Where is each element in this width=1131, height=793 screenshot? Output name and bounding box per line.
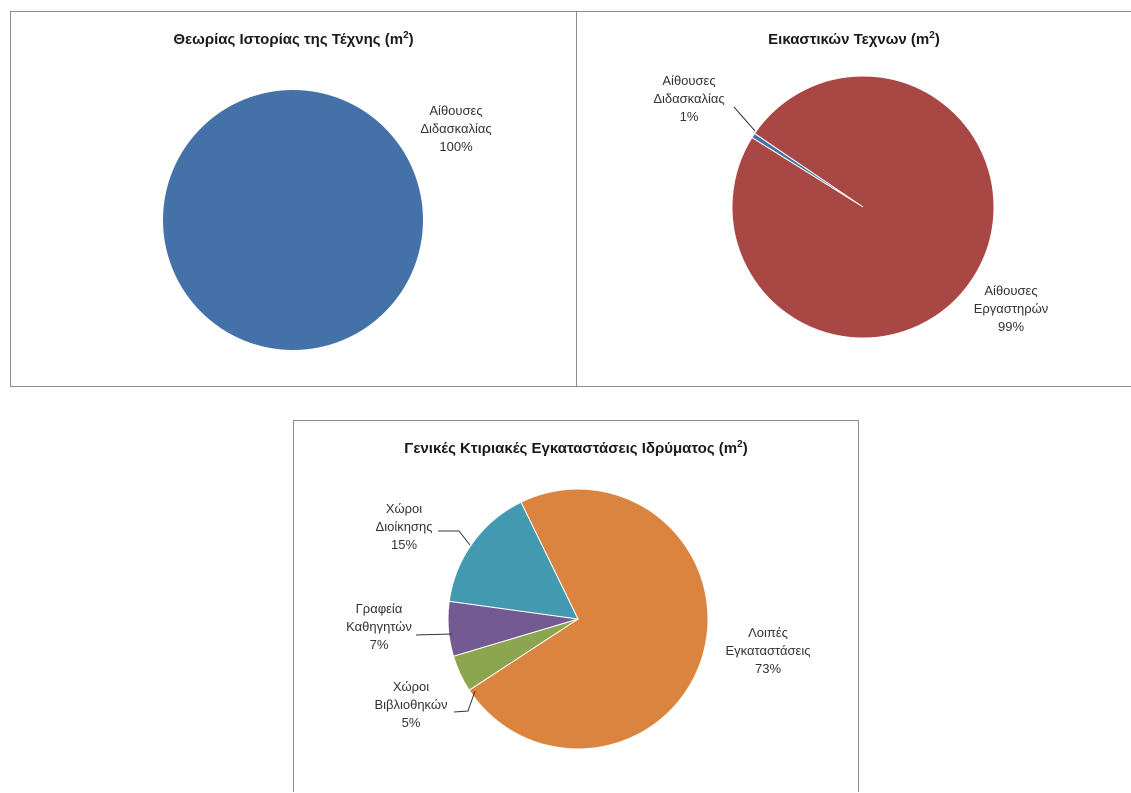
slice-category-label: Καθηγητών (346, 619, 412, 634)
slice-leader-line (733, 106, 756, 132)
slice-category-label: Λοιπές (748, 625, 788, 640)
slice-category-label: Εγκαταστάσεις (726, 643, 811, 658)
chart-title: Γενικές Κτιριακές Εγκαταστάσεις Ιδρύματο… (404, 439, 748, 457)
slice-data-label: Αίθουσες Διδασκαλίας 100% (420, 103, 491, 154)
slice-leader-line (415, 633, 453, 636)
slice-percent-label: 99% (998, 319, 1024, 334)
slice-category-label: Γραφεία (356, 601, 403, 616)
pie-chart: Αίθουσες Διδασκαλίας 100% (163, 90, 492, 350)
chart-panel-theory-art-history: Θεωρίας Ιστορίας της Τέχνης (m2) Αίθουσε… (10, 11, 577, 387)
slice-category-label: Αίθουσες (984, 283, 1037, 298)
pie-slice (163, 90, 423, 350)
slice-category-label: Διοίκησης (376, 519, 433, 534)
pie-chart: Λοιπές Εγκαταστάσεις 73% Χώροι Βιβλιοθηκών 5%… (346, 488, 811, 750)
slice-leader-line (438, 530, 471, 546)
slice-data-label: Χώροι Διοίκησης 15% (376, 501, 433, 552)
slice-percent-label: 100% (439, 139, 473, 154)
slice-data-label: Γραφεία Καθηγητών 7% (346, 601, 412, 652)
slice-category-label: Χώροι (386, 501, 422, 516)
slice-data-label: Αίθουσες Διδασκαλίας 1% (653, 73, 724, 124)
pie-chart: Αίθουσες Διδασκαλίας 1% Αίθουσες Εργαστηρών 9… (653, 73, 1049, 339)
slice-percent-label: 5% (402, 715, 421, 730)
slice-category-label: Διδασκαλίας (420, 121, 491, 136)
slice-category-label: Εργαστηρών (974, 301, 1049, 316)
pie-slice (731, 75, 995, 339)
slice-category-label: Αίθουσες (662, 73, 715, 88)
slice-data-label: Χώροι Βιβλιοθηκών 5% (374, 679, 447, 730)
chart-panel-fine-arts: Εικαστικών Τεχνων (m2) Αίθουσες Διδασκαλί… (576, 11, 1131, 387)
slice-category-label: Βιβλιοθηκών (374, 697, 447, 712)
slice-data-label: Λοιπές Εγκαταστάσεις 73% (726, 625, 811, 676)
slice-category-label: Αίθουσες (429, 103, 482, 118)
slice-category-label: Διδασκαλίας (653, 91, 724, 106)
chart-title: Θεωρίας Ιστορίας της Τέχνης (m2) (173, 30, 414, 48)
pie-slice (468, 488, 709, 750)
slice-percent-label: 1% (680, 109, 699, 124)
slice-percent-label: 15% (391, 537, 417, 552)
slice-percent-label: 7% (370, 637, 389, 652)
chart-panel-general-facilities: Γενικές Κτιριακές Εγκαταστάσεις Ιδρύματο… (293, 420, 859, 792)
slice-category-label: Χώροι (393, 679, 429, 694)
chart-title: Εικαστικών Τεχνων (m2) (768, 30, 940, 48)
slice-leader-line (453, 690, 476, 713)
slice-percent-label: 73% (755, 661, 781, 676)
pie-slice (448, 501, 579, 620)
slice-data-label: Αίθουσες Εργαστηρών 99% (974, 283, 1049, 334)
